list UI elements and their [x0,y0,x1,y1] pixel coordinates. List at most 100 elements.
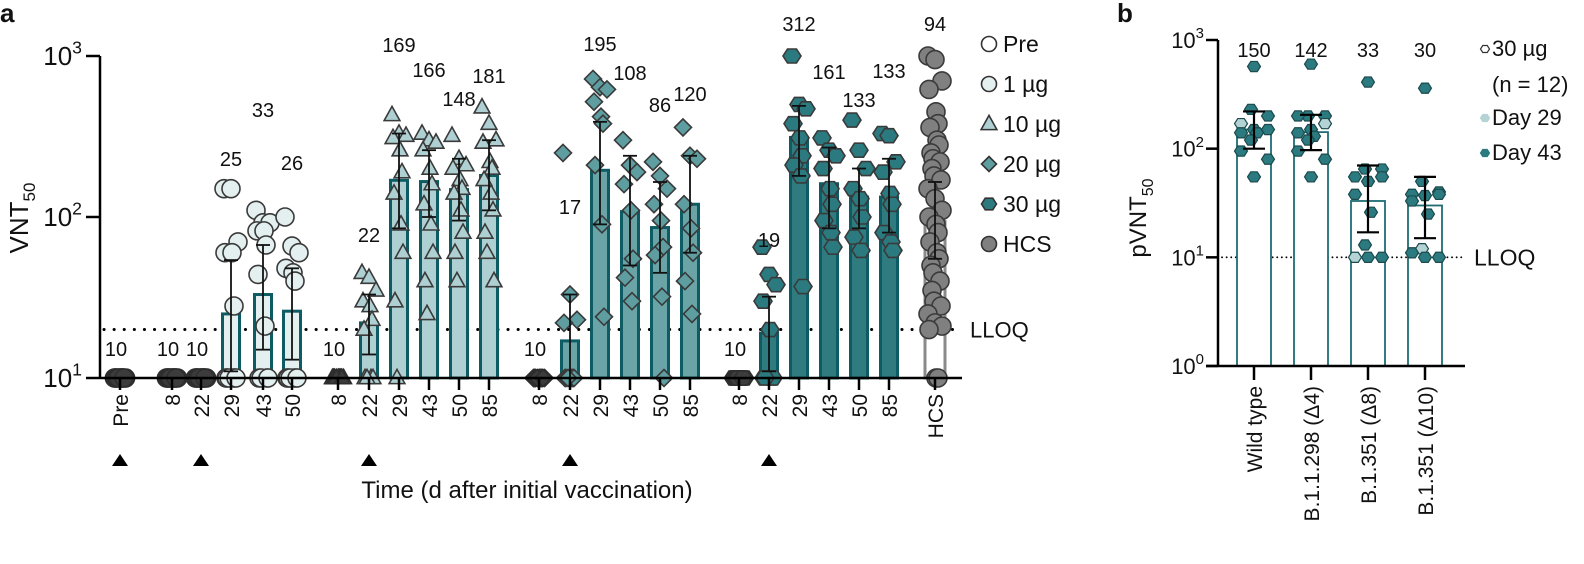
value-label: 17 [559,197,581,219]
x-tick-label: 50 [282,394,305,417]
data-point [415,270,435,288]
data-point [673,117,693,138]
data-point [681,218,701,238]
data-point [753,293,773,309]
value-label: 166 [412,60,445,82]
legend-item: Day 29 [1479,105,1562,130]
x-tick-label: 29 [221,394,244,417]
bar [1293,131,1329,367]
bar-group: 169 29 [382,35,415,417]
data-point [1360,251,1376,263]
value-label: 10 [323,339,345,361]
bar-group: 94 HCS [918,14,952,438]
data-point [453,222,473,240]
data-point [594,307,614,327]
data-point [443,158,463,175]
x-tick-label: 85 [479,394,502,417]
legend-marker-triangle-icon [979,113,999,131]
data-point [479,113,499,131]
bar-group: 30 B.1.351 (Δ10) [1404,40,1447,516]
y-tick-label: 103 [1171,25,1204,53]
data-point [1303,58,1319,70]
data-point [1290,127,1306,139]
value-label: 94 [924,14,946,36]
data-point [1290,145,1306,157]
data-point [813,160,833,177]
data-point [623,249,643,269]
data-point [393,242,413,260]
legend-label: Day 43 [1492,140,1562,165]
x-tick-label: 8 [328,394,351,406]
value-label: 25 [220,149,242,171]
data-point [1303,171,1319,183]
data-point [426,132,446,149]
data-point [790,130,810,146]
data-point [851,242,871,259]
legend-marker-diamond-icon [980,155,998,173]
data-point [826,147,846,164]
data-point [456,154,476,172]
bar-group: 10 8 [723,339,755,406]
y-tick-label: 101 [43,359,82,393]
value-label: 19 [758,230,780,252]
value-label: 161 [812,62,845,84]
data-point [553,143,573,163]
data-point [248,264,268,285]
legend-item: Pre [980,31,1039,57]
legend-label: 20 µg [1003,151,1061,177]
data-point [1347,188,1363,200]
value-label: 181 [472,66,505,88]
data-point [417,303,437,321]
data-point [422,173,442,191]
data-point [919,319,939,340]
data-point [1246,60,1262,73]
data-point [1404,195,1420,207]
data-point [482,158,502,175]
data-point [1417,82,1433,94]
value-label: 26 [281,153,303,175]
legend-item: 30 µg [1479,36,1548,61]
data-point [221,178,241,199]
panel-b: b LLOQ 150 Wild type 142 B.1.1.298 (Δ4) 33 B.1.… [1117,0,1568,521]
value-label: 195 [583,34,616,56]
x-tick-label: 22 [560,394,583,417]
data-point [1417,251,1433,263]
vaccination-dose-marker [112,454,128,466]
data-point [382,104,402,122]
x-tick-label: 22 [359,394,382,417]
value-label: 150 [1237,40,1270,62]
data-point [622,291,642,311]
legend-label: 30 µg [1003,191,1061,217]
bar-group: 150 Wild type [1233,40,1276,472]
data-point [447,270,467,288]
legend-item: HCS [980,231,1052,257]
data-point [1243,103,1259,116]
x-tick-label: 50 [849,394,872,417]
data-point [1260,110,1276,122]
data-point [1431,188,1447,200]
data-point [782,48,802,64]
data-point [1431,251,1447,263]
data-point [766,276,786,293]
data-point [222,242,242,263]
x-tick-label: HCS [925,394,948,438]
data-point [613,130,633,150]
data-point [442,125,462,143]
lloq-label: LLOQ [1474,244,1535,270]
vaccination-dose-marker [562,454,578,466]
data-point [1317,153,1333,165]
data-point [844,229,864,245]
data-point [383,127,403,145]
value-label: 10 [724,339,746,361]
data-point [820,180,840,197]
data-point [1347,251,1363,263]
x-axis-label: Time (d after initial vaccination) [361,477,692,504]
x-tick-label: 22 [191,394,214,417]
data-point [1243,134,1259,146]
legend-item: 30 µg [980,191,1061,217]
data-point [481,183,501,200]
bar-group: 33 B.1.351 (Δ8) [1347,40,1390,504]
data-point [852,209,872,225]
data-point [391,214,411,231]
